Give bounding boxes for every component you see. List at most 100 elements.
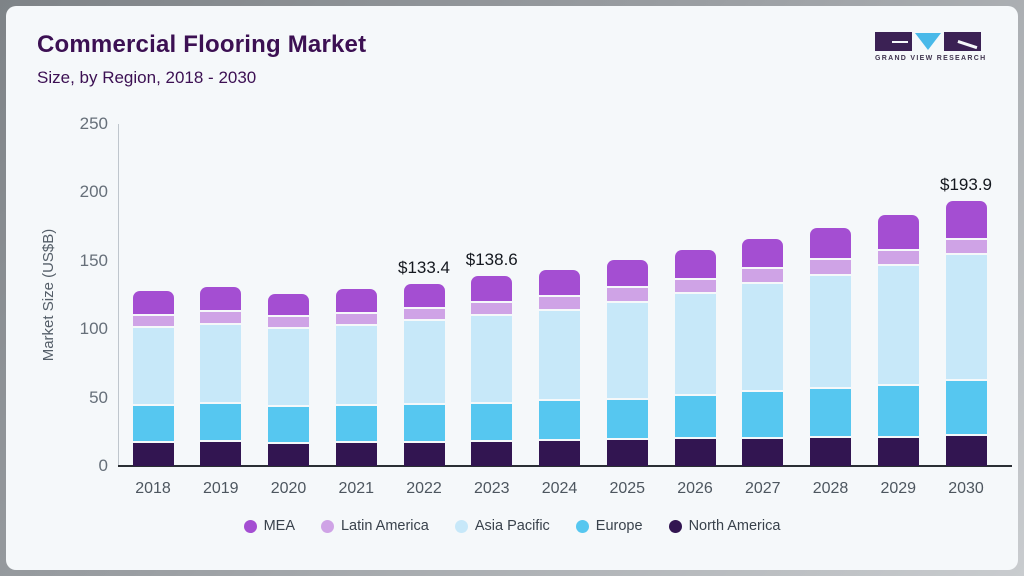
- y-tick-label-250: 250: [79, 114, 108, 133]
- y-tick-label-200: 200: [79, 182, 108, 202]
- bar-segment-mea-2025: [606, 259, 648, 288]
- bar-segment-latin-america-2030: [945, 239, 987, 256]
- bar-segment-mea-2027: [742, 238, 784, 270]
- bar-segment-europe-2021: [335, 406, 377, 444]
- x-tick-label-2029: 2029: [880, 480, 917, 497]
- bar-segment-latin-america-2024: [539, 296, 580, 311]
- x-tick-label-2026: 2026: [677, 480, 713, 497]
- bar-segment-europe-2026: [674, 395, 716, 440]
- logo-wordmark: GRAND VIEW RESEARCH: [875, 55, 987, 62]
- bar-segment-latin-america-2027: [742, 269, 784, 285]
- bar-segment-asia-pacific-2022: [403, 321, 445, 406]
- y-tick-label-100: 100: [79, 319, 108, 339]
- bar-segment-latin-america-2019: [200, 312, 242, 325]
- logo-g-block-icon: [875, 32, 912, 51]
- bar-segment-north-america-2020: [268, 443, 309, 466]
- value-label-2022: $133.4: [398, 257, 450, 277]
- bar-segment-north-america-2029: [877, 437, 919, 466]
- bar-segment-north-america-2026: [674, 439, 716, 466]
- bar-segment-mea-2024: [539, 269, 580, 297]
- legend-dot-asia-pacific-icon: [454, 519, 468, 533]
- legend-dot-mea-icon: [243, 519, 257, 533]
- bar-segment-latin-america-2026: [674, 279, 716, 295]
- bar-segment-europe-2030: [945, 381, 987, 436]
- x-tick-label-2022: 2022: [406, 480, 442, 497]
- x-tick-label-2028: 2028: [812, 480, 849, 497]
- legend-label-asia-pacific: Asia Pacific: [474, 518, 550, 534]
- x-tick-label-2030: 2030: [948, 480, 984, 497]
- bar-segment-latin-america-2028: [810, 260, 851, 276]
- bar-segment-latin-america-2023: [471, 303, 513, 316]
- bar-segment-latin-america-2018: [132, 315, 174, 328]
- bar-segment-asia-pacific-2028: [810, 275, 851, 389]
- page-subtitle: Size, by Region, 2018 - 2030: [37, 68, 257, 87]
- logo-v-triangle-icon: [915, 33, 941, 50]
- legend-item-latin-america: Latin America: [320, 518, 429, 534]
- value-label-2023: $138.6: [465, 250, 518, 270]
- bar-segment-europe-2027: [742, 391, 784, 439]
- bar-segment-asia-pacific-2020: [268, 328, 309, 408]
- bar-segment-north-america-2021: [335, 443, 377, 466]
- page-title: Commercial Flooring Market: [37, 31, 367, 58]
- bar-segment-asia-pacific-2018: [132, 327, 174, 406]
- bar-segment-latin-america-2022: [403, 308, 445, 322]
- bar-segment-mea-2020: [268, 293, 309, 318]
- bar-segment-latin-america-2020: [268, 317, 309, 329]
- bar-segment-europe-2028: [810, 388, 851, 439]
- legend: MEA Latin America Asia Pacific Europe North …: [6, 518, 1018, 534]
- value-label-2030: $193.9: [940, 174, 992, 194]
- bar-segment-asia-pacific-2029: [877, 266, 919, 386]
- y-tick-label-0: 0: [98, 456, 108, 475]
- bar-segment-europe-2022: [403, 405, 445, 443]
- x-tick-label-2027: 2027: [744, 480, 781, 497]
- bar-segment-europe-2024: [539, 401, 580, 441]
- bar-segment-asia-pacific-2019: [200, 324, 242, 405]
- logo-mark: [875, 32, 981, 51]
- bar-segment-north-america-2023: [471, 442, 513, 466]
- x-tick-label-2018: 2018: [135, 480, 171, 497]
- bar-segment-europe-2023: [471, 403, 513, 443]
- bar-segment-europe-2025: [606, 399, 648, 441]
- bar-segment-latin-america-2025: [606, 287, 648, 303]
- legend-label-latin-america: Latin America: [340, 518, 429, 534]
- bar-segment-mea-2019: [200, 286, 242, 313]
- bar-segment-asia-pacific-2025: [606, 302, 648, 400]
- bar-segment-north-america-2028: [810, 438, 851, 466]
- grand-view-research-logo: GRAND VIEW RESEARCH: [875, 32, 987, 62]
- legend-item-mea: MEA: [243, 518, 295, 534]
- bar-segment-mea-2022: [403, 283, 445, 309]
- bar-segment-mea-2018: [132, 290, 174, 316]
- legend-dot-latin-america-icon: [320, 519, 334, 533]
- bar-segment-mea-2029: [877, 215, 919, 252]
- x-tick-label-2021: 2021: [338, 480, 375, 497]
- y-tick-label-150: 150: [79, 250, 108, 270]
- bar-segment-asia-pacific-2027: [742, 284, 784, 392]
- bar-segment-north-america-2025: [606, 440, 648, 466]
- legend-dot-north-america-icon: [668, 519, 682, 533]
- legend-dot-europe-icon: [575, 519, 589, 533]
- y-axis-title: Market Size (US$B): [40, 228, 57, 362]
- bar-segment-asia-pacific-2023: [471, 315, 513, 404]
- bar-segment-latin-america-2029: [877, 251, 919, 267]
- bar-segment-europe-2029: [877, 385, 919, 438]
- bar-segment-mea-2023: [471, 276, 513, 304]
- x-tick-label-2025: 2025: [609, 480, 646, 497]
- bar-segment-asia-pacific-2024: [539, 310, 580, 402]
- x-tick-label-2023: 2023: [473, 480, 510, 497]
- bar-segment-europe-2018: [132, 405, 174, 444]
- bar-segment-north-america-2018: [132, 443, 174, 466]
- x-tick-label-2020: 2020: [270, 480, 307, 497]
- legend-label-europe: Europe: [595, 518, 643, 534]
- bar-segment-north-america-2027: [742, 438, 784, 466]
- bar-segment-mea-2021: [335, 289, 377, 314]
- legend-label-north-america: North America: [688, 518, 781, 534]
- y-tick-label-50: 50: [89, 387, 108, 407]
- bar-segment-asia-pacific-2030: [945, 255, 987, 382]
- bar-segment-mea-2026: [674, 250, 716, 280]
- bar-segment-north-america-2030: [945, 435, 987, 466]
- bar-segment-latin-america-2021: [335, 313, 377, 326]
- legend-item-asia-pacific: Asia Pacific: [454, 518, 550, 534]
- bar-segment-mea-2028: [810, 228, 851, 261]
- logo-r-block-icon: [944, 32, 981, 51]
